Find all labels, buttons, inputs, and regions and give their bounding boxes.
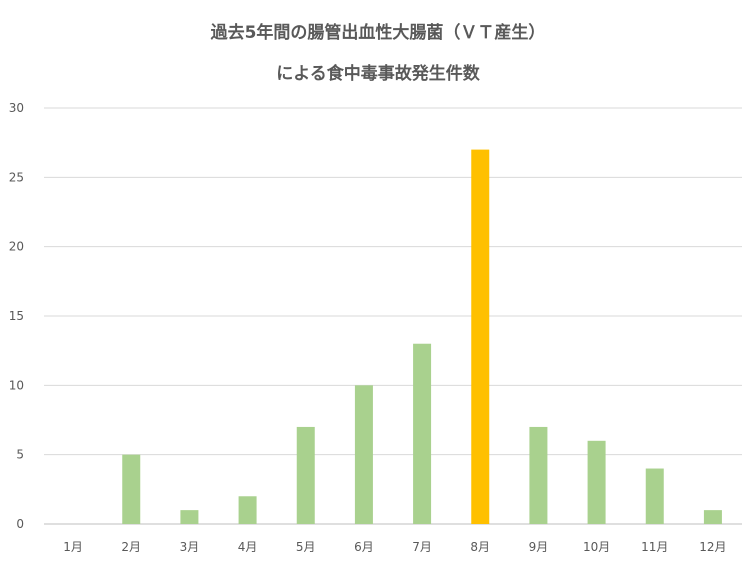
- x-tick-label: 5月: [296, 540, 316, 554]
- x-tick-label: 9月: [529, 540, 549, 554]
- y-axis-ticks: 0 5 10 15 20 25 30: [9, 101, 24, 531]
- bar-11: [645, 468, 664, 524]
- x-tick-label: 7月: [412, 540, 432, 554]
- x-tick-label: 12月: [699, 540, 726, 554]
- x-tick-label: 10月: [583, 540, 610, 554]
- chart-title-line-1: 過去5年間の腸管出血性大腸菌（ＶＴ産生）: [211, 22, 546, 43]
- y-tick-label: 10: [9, 378, 24, 392]
- x-tick-label: 3月: [180, 540, 200, 554]
- x-tick-label: 8月: [470, 540, 490, 554]
- x-tick-label: 6月: [354, 540, 374, 554]
- bar-6: [354, 385, 373, 524]
- x-tick-label: 4月: [238, 540, 258, 554]
- y-tick-label: 15: [9, 309, 24, 323]
- y-tick-label: 0: [16, 517, 24, 531]
- x-axis-ticks: 1月 2月 3月 4月 5月 6月 7月 8月 9月 10月 11月 12月: [63, 540, 726, 554]
- y-tick-label: 20: [9, 240, 24, 254]
- bar-7: [413, 343, 432, 524]
- x-tick-label: 1月: [63, 540, 83, 554]
- y-tick-label: 30: [9, 101, 24, 115]
- y-tick-label: 25: [9, 170, 24, 184]
- chart-title-line-2: による食中毒事故発生件数: [276, 63, 480, 84]
- bar-2: [122, 454, 141, 524]
- bar-10: [587, 440, 606, 524]
- bar-9: [529, 426, 548, 524]
- bars: [122, 149, 722, 524]
- bar-12: [703, 510, 722, 524]
- bar-3: [180, 510, 199, 524]
- x-tick-label: 2月: [121, 540, 141, 554]
- gridlines: [44, 107, 742, 525]
- bar-5: [296, 426, 315, 524]
- x-tick-label: 11月: [641, 540, 668, 554]
- bar-8: [471, 149, 490, 524]
- bar-4: [238, 496, 257, 524]
- y-tick-label: 5: [16, 448, 24, 462]
